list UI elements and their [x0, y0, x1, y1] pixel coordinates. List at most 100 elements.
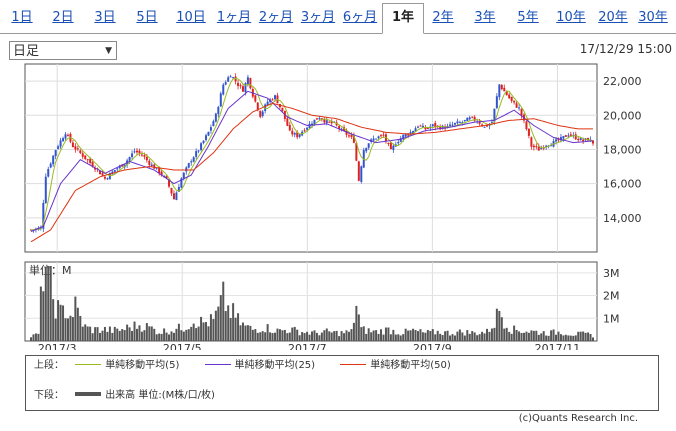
candle-body — [271, 99, 274, 101]
volume-bar — [434, 334, 437, 341]
volume-bar — [101, 330, 104, 341]
volume-bar — [214, 310, 217, 341]
price-frame — [24, 63, 598, 253]
candle-body — [518, 107, 521, 109]
tab-period-0[interactable]: 1日 — [11, 10, 33, 25]
volume-bar — [525, 331, 528, 341]
volume-bar — [76, 307, 79, 341]
volume-bar — [453, 335, 456, 341]
candle-body — [175, 192, 178, 201]
volume-bar — [362, 326, 365, 341]
tab-period-11[interactable]: 3年 — [474, 10, 496, 25]
candle-body — [416, 126, 419, 128]
candle-body — [456, 121, 459, 124]
volume-bar — [246, 325, 249, 341]
x-tick-label: 2017/3 — [38, 342, 77, 350]
candle-body — [426, 127, 429, 129]
candle-body — [99, 170, 102, 175]
candle-body — [461, 122, 464, 124]
candle-body — [424, 126, 427, 130]
tab-period-10[interactable]: 2年 — [432, 10, 454, 25]
candle-body — [458, 122, 461, 124]
candle-body — [217, 106, 220, 115]
volume-tick-label: 1M — [603, 312, 620, 325]
tab-period-5[interactable]: 1ヶ月 — [216, 10, 252, 25]
tab-period-15[interactable]: 30年 — [638, 10, 668, 25]
volume-bar — [197, 326, 200, 341]
volume-bar — [387, 327, 390, 341]
candle-body — [495, 96, 498, 108]
volume-bar — [500, 317, 503, 341]
candle-body — [165, 175, 168, 179]
volume-bar — [384, 327, 387, 341]
volume-bar — [318, 335, 321, 341]
volume-bar — [212, 319, 215, 341]
candle-body — [200, 143, 203, 151]
candle-body — [145, 156, 148, 161]
volume-bar — [458, 329, 461, 341]
volume-bar — [182, 331, 185, 341]
volume-bar — [468, 333, 471, 341]
volume-bar — [237, 313, 240, 341]
tab-period-12[interactable]: 5年 — [517, 10, 539, 25]
legend-item-ma25: 単純移動平均(25) — [197, 359, 315, 373]
tab-period-9[interactable]: 1年 — [382, 3, 424, 34]
volume-bar — [143, 330, 146, 341]
volume-bar — [451, 334, 454, 341]
candle-body — [214, 113, 217, 122]
tab-period-4[interactable]: 10日 — [176, 10, 206, 25]
volume-bar — [39, 286, 42, 341]
candle-body — [207, 131, 210, 136]
volume-bar — [315, 332, 318, 341]
volume-bar — [283, 329, 286, 341]
tab-period-13[interactable]: 10年 — [556, 10, 586, 25]
volume-bar — [527, 332, 530, 341]
volume-bar — [547, 335, 550, 341]
volume-bar — [592, 337, 594, 341]
volume-bar — [296, 329, 299, 341]
volume-bar — [530, 330, 533, 341]
volume-bar — [163, 328, 166, 341]
volume-bar — [461, 332, 464, 341]
chart-interval-select[interactable]: 日足 ▼ — [9, 41, 117, 60]
volume-bar — [281, 330, 284, 341]
candle-body — [222, 84, 225, 95]
ma25-swatch — [204, 363, 231, 365]
candle-body — [224, 82, 227, 85]
volume-bar — [550, 330, 553, 341]
tab-period-8[interactable]: 6ヶ月 — [342, 10, 378, 25]
candle-body — [380, 135, 383, 137]
candle-body — [449, 124, 452, 127]
tab-period-7[interactable]: 3ヶ月 — [300, 10, 336, 25]
volume-bar — [323, 330, 326, 341]
candle-body — [562, 135, 565, 139]
volume-bar — [320, 332, 323, 341]
candle-body — [296, 132, 299, 138]
tab-period-1[interactable]: 2日 — [52, 10, 74, 25]
volume-bar — [513, 325, 516, 341]
candle-body — [318, 118, 321, 120]
volume-bar — [510, 333, 513, 341]
volume-bar — [222, 281, 225, 341]
candle-body — [468, 117, 471, 120]
volume-bar — [165, 332, 168, 341]
candle-body — [229, 76, 232, 78]
candle-body — [352, 136, 355, 143]
tab-period-6[interactable]: 2ヶ月 — [258, 10, 294, 25]
candle-body — [101, 173, 104, 176]
candle-body — [234, 76, 237, 82]
volume-bar — [567, 335, 570, 341]
volume-bar — [311, 331, 313, 341]
volume-bar — [66, 318, 69, 341]
candle-body — [66, 134, 69, 136]
volume-bar — [367, 328, 370, 341]
volume-bar — [584, 332, 587, 341]
candle-body — [239, 85, 242, 87]
tab-period-3[interactable]: 5日 — [136, 10, 158, 25]
volume-bar — [150, 326, 153, 341]
candle-body — [569, 134, 572, 136]
tab-period-2[interactable]: 3日 — [94, 10, 116, 25]
tab-period-14[interactable]: 20年 — [598, 10, 628, 25]
volume-bar — [478, 334, 481, 341]
volume-bar — [313, 330, 316, 341]
